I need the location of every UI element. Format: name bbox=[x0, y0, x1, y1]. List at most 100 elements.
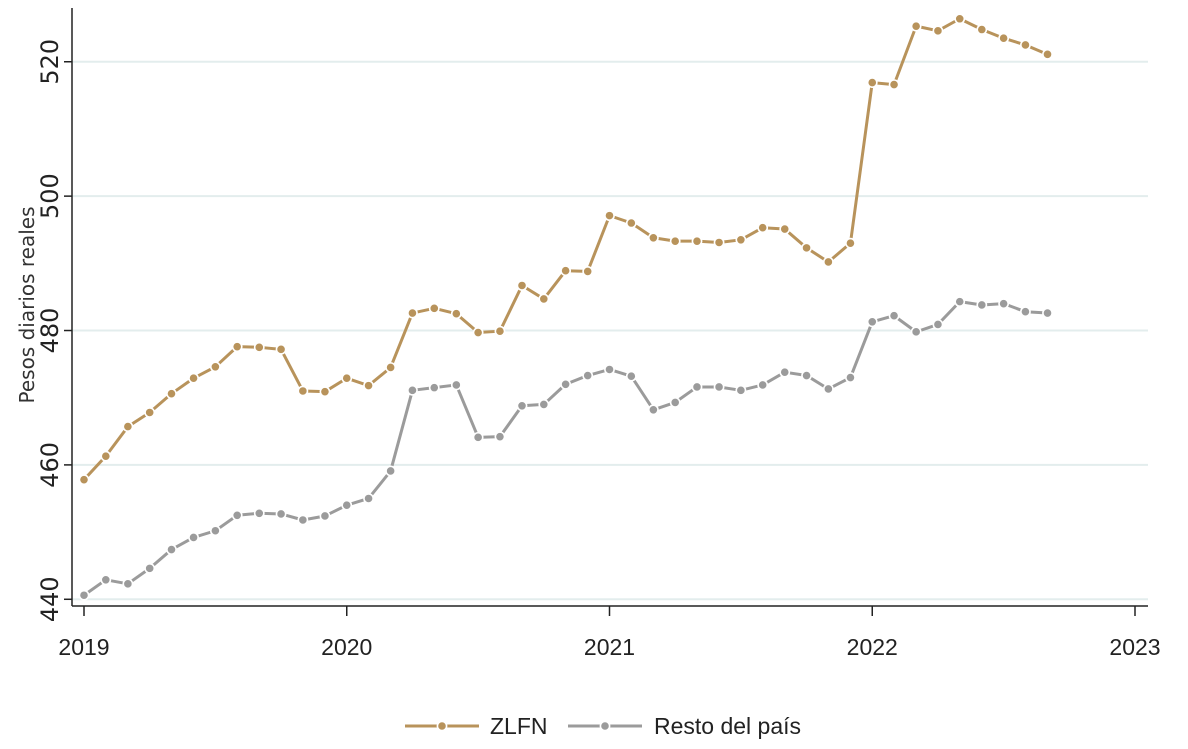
data-point-resto-del-pa-s bbox=[275, 508, 287, 520]
data-point-resto-del-pa-s bbox=[516, 400, 528, 412]
data-point-resto-del-pa-s bbox=[407, 384, 418, 396]
data-point-zlfn bbox=[1020, 39, 1031, 51]
legend: ZLFN Resto del país bbox=[405, 713, 801, 739]
data-point-resto-del-pa-s bbox=[976, 299, 988, 311]
data-point-zlfn bbox=[976, 24, 988, 35]
series-line-resto-del-pa-s bbox=[83, 300, 1048, 597]
y-tick-label: 500 bbox=[36, 173, 64, 219]
data-point-resto-del-pa-s bbox=[297, 514, 309, 526]
data-point-zlfn bbox=[822, 256, 834, 268]
gridlines bbox=[72, 60, 1148, 601]
series-group bbox=[78, 13, 1053, 601]
data-point-resto-del-pa-s bbox=[713, 381, 725, 393]
data-point-zlfn bbox=[538, 293, 550, 305]
data-point-zlfn bbox=[713, 237, 725, 248]
data-point-zlfn bbox=[319, 386, 331, 398]
data-point-zlfn bbox=[669, 235, 681, 247]
data-point-resto-del-pa-s bbox=[669, 397, 681, 408]
data-point-resto-del-pa-s bbox=[560, 378, 572, 390]
data-point-zlfn bbox=[231, 341, 243, 353]
x-tick-label: 2022 bbox=[847, 634, 898, 660]
data-point-resto-del-pa-s bbox=[209, 525, 221, 537]
data-point-resto-del-pa-s bbox=[472, 431, 484, 443]
data-point-zlfn bbox=[188, 372, 199, 384]
data-point-resto-del-pa-s bbox=[144, 562, 156, 574]
legend-label: ZLFN bbox=[490, 713, 548, 739]
data-point-resto-del-pa-s bbox=[779, 366, 791, 378]
data-point-zlfn bbox=[450, 308, 462, 320]
y-tick-label: 460 bbox=[36, 442, 64, 488]
data-point-zlfn bbox=[363, 380, 374, 392]
data-point-zlfn bbox=[779, 223, 791, 235]
data-point-resto-del-pa-s bbox=[538, 399, 550, 410]
data-point-zlfn bbox=[166, 388, 177, 400]
data-point-resto-del-pa-s bbox=[1020, 306, 1031, 318]
data-point-resto-del-pa-s bbox=[801, 370, 812, 381]
data-point-zlfn bbox=[932, 25, 944, 37]
data-point-resto-del-pa-s bbox=[625, 370, 637, 382]
data-point-zlfn bbox=[407, 307, 418, 319]
data-point-zlfn bbox=[385, 362, 397, 373]
data-point-resto-del-pa-s bbox=[253, 507, 265, 519]
data-point-zlfn bbox=[341, 372, 353, 384]
x-tick-label: 2019 bbox=[58, 634, 109, 660]
data-point-zlfn bbox=[910, 20, 922, 32]
legend-swatch-marker bbox=[436, 720, 448, 732]
data-point-resto-del-pa-s bbox=[1042, 307, 1053, 319]
data-point-zlfn bbox=[472, 327, 484, 338]
series-resto-del-pa-s bbox=[78, 296, 1053, 601]
data-point-resto-del-pa-s bbox=[954, 296, 966, 308]
data-point-zlfn bbox=[144, 407, 156, 418]
data-point-resto-del-pa-s bbox=[845, 372, 856, 383]
data-point-zlfn bbox=[560, 265, 572, 277]
data-point-zlfn bbox=[209, 361, 221, 373]
y-tick-label: 520 bbox=[36, 39, 64, 85]
data-point-resto-del-pa-s bbox=[910, 326, 922, 338]
data-point-zlfn bbox=[428, 302, 440, 314]
data-point-resto-del-pa-s bbox=[757, 379, 769, 391]
data-point-zlfn bbox=[647, 232, 659, 244]
data-point-resto-del-pa-s bbox=[341, 499, 353, 511]
legend-swatch-marker bbox=[599, 720, 611, 732]
data-point-resto-del-pa-s bbox=[494, 431, 506, 443]
data-point-zlfn bbox=[998, 32, 1010, 44]
data-point-zlfn bbox=[297, 385, 309, 397]
data-point-resto-del-pa-s bbox=[231, 509, 243, 521]
data-point-zlfn bbox=[516, 280, 528, 291]
data-point-zlfn bbox=[888, 79, 900, 90]
data-point-resto-del-pa-s bbox=[166, 544, 177, 555]
data-point-resto-del-pa-s bbox=[866, 316, 878, 328]
legend-item: Resto del país bbox=[568, 713, 801, 739]
data-point-zlfn bbox=[866, 77, 878, 88]
x-tick-label: 2021 bbox=[584, 634, 635, 660]
x-tick-label: 2023 bbox=[1109, 634, 1160, 660]
data-point-zlfn bbox=[691, 235, 703, 247]
data-point-zlfn bbox=[1042, 48, 1053, 60]
data-point-resto-del-pa-s bbox=[735, 384, 747, 396]
legend-item: ZLFN bbox=[405, 713, 548, 739]
data-point-resto-del-pa-s bbox=[998, 298, 1010, 310]
x-ticks: 2019 2020 2021 2022 2023 bbox=[58, 606, 1161, 660]
y-ticks: 440 460 480 500 520 bbox=[36, 39, 72, 622]
data-point-zlfn bbox=[735, 234, 747, 246]
data-point-zlfn bbox=[122, 421, 134, 432]
data-point-resto-del-pa-s bbox=[363, 493, 374, 504]
y-axis-label: Pesos diarios reales bbox=[15, 206, 39, 403]
data-point-resto-del-pa-s bbox=[647, 404, 659, 416]
data-point-zlfn bbox=[494, 325, 506, 337]
data-point-zlfn bbox=[582, 265, 594, 277]
data-point-resto-del-pa-s bbox=[691, 381, 703, 393]
data-point-resto-del-pa-s bbox=[319, 510, 331, 522]
data-point-resto-del-pa-s bbox=[822, 383, 834, 395]
data-point-resto-del-pa-s bbox=[385, 465, 397, 477]
data-point-resto-del-pa-s bbox=[100, 574, 112, 586]
data-point-zlfn bbox=[275, 343, 287, 355]
data-point-zlfn bbox=[604, 210, 615, 222]
data-point-zlfn bbox=[845, 237, 856, 249]
data-point-zlfn bbox=[954, 13, 966, 25]
data-point-resto-del-pa-s bbox=[888, 310, 900, 322]
data-point-resto-del-pa-s bbox=[582, 370, 594, 381]
series-line-zlfn bbox=[82, 17, 1049, 481]
y-tick-label: 440 bbox=[36, 576, 64, 622]
